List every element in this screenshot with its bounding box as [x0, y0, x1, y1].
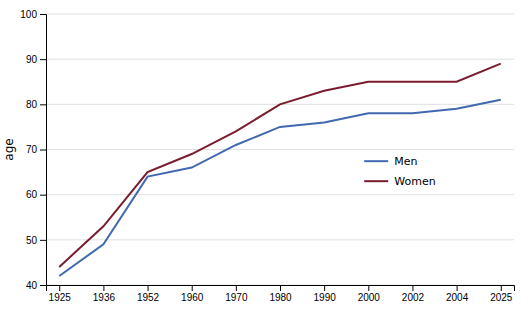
grid-line [46, 149, 514, 150]
tick-mark [280, 285, 281, 291]
chart: 4050607080901001925193619521960197019801… [0, 0, 530, 315]
grid-line [46, 59, 514, 60]
tick-label: 80 [26, 99, 38, 110]
tick-label: 2025 [490, 292, 513, 303]
tick-mark [501, 285, 502, 291]
legend-swatch [364, 160, 388, 162]
tick-mark [148, 285, 149, 291]
x-tick: 2004 [446, 285, 469, 303]
tick-label: 1960 [181, 292, 204, 303]
series-line [59, 100, 501, 276]
x-tick: 1925 [49, 285, 72, 303]
y-tick: 90 [26, 54, 46, 65]
tick-label: 1952 [137, 292, 160, 303]
y-tick: 70 [26, 144, 46, 155]
lines [59, 64, 501, 276]
grid-line [46, 194, 514, 195]
tick-label: 1970 [225, 292, 248, 303]
tick-mark [40, 285, 46, 286]
grid [46, 14, 514, 285]
x-tick: 2000 [358, 285, 381, 303]
tick-label: 1980 [269, 292, 292, 303]
tick-mark [103, 285, 104, 291]
x-tick: 2002 [402, 285, 425, 303]
legend-label: Men [394, 155, 417, 168]
x-tick: 2025 [490, 285, 513, 303]
tick-label: 1936 [93, 292, 116, 303]
tick-label: 2000 [358, 292, 381, 303]
tick-mark [457, 285, 458, 291]
series-line [59, 64, 501, 267]
tick-label: 50 [26, 235, 38, 246]
legend-item: Women [364, 175, 435, 188]
tick-mark [40, 240, 46, 241]
legend-label: Women [394, 175, 435, 188]
tick-mark [412, 285, 413, 291]
y-tick: 80 [26, 99, 46, 110]
tick-label: 70 [26, 144, 38, 155]
tick-label: 1925 [49, 292, 72, 303]
tick-label: 40 [26, 280, 38, 291]
legend-swatch [364, 180, 388, 182]
x-tick: 1980 [269, 285, 292, 303]
legend: Men Women [364, 155, 435, 188]
y-axis-title: age [2, 138, 16, 160]
tick-label: 2004 [446, 292, 469, 303]
tick-mark [40, 150, 46, 151]
tick-mark [324, 285, 325, 291]
x-tick: 1952 [137, 285, 160, 303]
tick-label: 100 [20, 9, 37, 20]
y-tick: 50 [26, 235, 46, 246]
tick-label: 90 [26, 54, 38, 65]
x-tick: 1990 [314, 285, 337, 303]
axis-line [47, 286, 515, 292]
tick-mark [236, 285, 237, 291]
y-tick: 60 [26, 189, 46, 200]
legend-item: Men [364, 155, 417, 168]
x-tick: 1936 [93, 285, 116, 303]
tick-mark [40, 104, 46, 105]
tick-mark [192, 285, 193, 291]
y-tick: 40 [26, 280, 46, 291]
axis-line [40, 15, 47, 286]
tick-mark [40, 14, 46, 15]
tick-label: 2002 [402, 292, 425, 303]
x-axis: 1925 1936 1952 1960 1970 1980 1990 2000 2002 2004… [47, 285, 515, 303]
y-axis: 40 50 60 70 80 90 100 [20, 9, 46, 291]
x-tick: 1960 [181, 285, 204, 303]
y-tick: 100 [20, 9, 46, 20]
plot: 4050607080901001925193619521960197019801… [20, 9, 514, 303]
tick-mark [40, 195, 46, 196]
grid-line [46, 239, 514, 240]
tick-label: 1990 [314, 292, 337, 303]
tick-label: 60 [26, 189, 38, 200]
grid-line [46, 14, 514, 15]
tick-mark [40, 59, 46, 60]
x-tick: 1970 [225, 285, 248, 303]
tick-mark [368, 285, 369, 291]
tick-mark [59, 285, 60, 291]
